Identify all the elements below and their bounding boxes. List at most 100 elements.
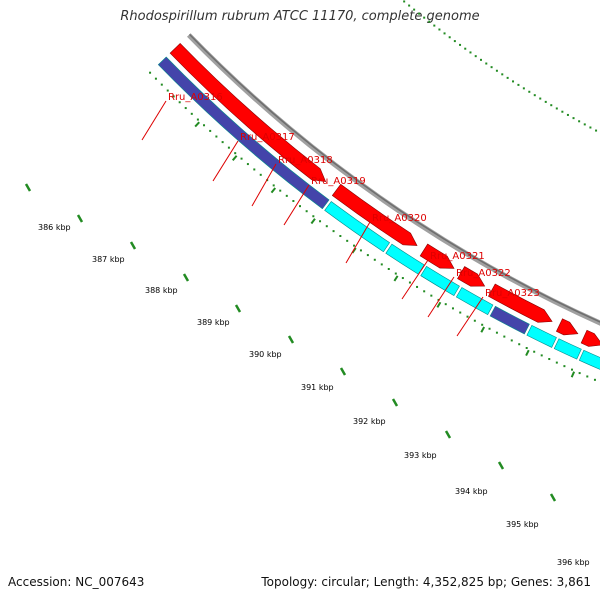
scale-dot [433, 24, 436, 27]
outer-dot [416, 285, 419, 288]
gene-label-leader [456, 296, 484, 337]
outer-dot [380, 263, 383, 266]
scale-dot [438, 28, 441, 31]
outer-dot [319, 220, 322, 223]
outer-dot [160, 83, 163, 86]
outer-dot [548, 358, 551, 361]
outer-tick [480, 326, 486, 333]
forward-strand-cds-arrow [457, 266, 486, 287]
gene-label: Rru_A0320 [372, 213, 427, 224]
outer-tick [231, 155, 238, 161]
outer-dot [503, 335, 506, 338]
scale-dot [561, 110, 564, 113]
outer-dot [339, 235, 342, 238]
outer-dot [423, 290, 426, 293]
outer-dot [184, 107, 187, 110]
scale-dot [595, 129, 598, 132]
reverse-strand-feature [489, 305, 530, 335]
outer-dot [353, 244, 356, 247]
scale-dot [533, 94, 536, 97]
scale-dot [403, 0, 406, 3]
outer-dot [227, 146, 230, 149]
scale-tick-label: 391 kbp [301, 383, 334, 392]
outer-dot [259, 173, 262, 176]
outer-tick [570, 371, 576, 378]
gene-label: Rru_A0321 [430, 251, 485, 262]
scale-dot [464, 47, 467, 50]
scale-dot [589, 126, 592, 129]
scale-tick-label: 390 kbp [249, 350, 282, 359]
outer-dot [481, 323, 484, 326]
outer-dot [332, 230, 335, 233]
outer-dot [571, 368, 574, 371]
outer-dot [466, 315, 469, 318]
scale-dot [555, 107, 558, 110]
scale-major-tick [234, 304, 242, 313]
outer-dot [240, 157, 243, 160]
scale-dot [453, 40, 456, 43]
scale-major-tick [287, 335, 295, 344]
outer-tick [436, 301, 442, 308]
outer-dot [444, 303, 447, 306]
map-title: Rhodospirillum rubrum ATCC 11170, comple… [120, 9, 480, 24]
gene-label-leader [345, 221, 371, 264]
outer-dot [215, 135, 218, 138]
scale-dot [528, 90, 531, 93]
outer-dot [394, 272, 397, 275]
scale-dot [501, 73, 504, 76]
outer-dot [279, 189, 282, 192]
gene-label-leader [401, 259, 429, 300]
scale-tick-label: 387 kbp [92, 255, 125, 264]
scale-dot [485, 62, 488, 65]
outer-dot [149, 71, 152, 74]
outer-dot [578, 372, 581, 375]
scale-dot [423, 16, 426, 19]
outer-dot [473, 319, 476, 322]
outer-dot [488, 327, 491, 330]
outer-dot [221, 141, 224, 144]
scale-major-tick [182, 273, 190, 282]
forward-strand-cds-arrow [331, 183, 418, 246]
forward-strand-cds-arrow [555, 318, 579, 336]
outer-dot [401, 277, 404, 280]
reverse-strand-feature [553, 338, 582, 360]
gene-label: Rru_A0317 [240, 132, 295, 143]
gene-label: Rru_A0316 [168, 92, 223, 103]
scale-tick-label: 386 kbp [38, 223, 71, 232]
gene-label: Rru_A0319 [311, 176, 366, 187]
genome-summary-text: Topology: circular; Length: 4,352,825 bp… [261, 575, 591, 589]
scale-major-tick [391, 398, 399, 407]
outer-tick [310, 218, 316, 225]
scale-major-tick [76, 214, 84, 223]
scale-dot [408, 4, 411, 7]
scale-dot [413, 8, 416, 11]
scale-tick-label: 392 kbp [353, 417, 386, 426]
scale-dot [506, 76, 509, 79]
gene-label-leader [251, 163, 277, 207]
scale-dot [512, 80, 515, 83]
forward-strand-cds-arrow [487, 283, 553, 323]
outer-dot [246, 163, 249, 166]
gene-label: Rru_A0318 [278, 155, 333, 166]
scale-dot [583, 123, 586, 126]
reverse-strand-feature [385, 243, 425, 275]
scale-dot [448, 36, 451, 39]
scale-dot [418, 12, 421, 15]
scale-dot [550, 104, 553, 107]
scale-dot [490, 66, 493, 69]
outer-dot [408, 281, 411, 284]
scale-tick-label: 394 kbp [455, 487, 488, 496]
scale-tick-label: 389 kbp [197, 318, 230, 327]
scale-major-tick [339, 367, 347, 376]
accession-text: Accession: NC_007643 [8, 575, 145, 589]
scale-dot [495, 69, 498, 72]
gene-label-leader [141, 100, 167, 141]
outer-dot [209, 129, 212, 132]
scale-tick-label: 395 kbp [506, 520, 539, 529]
outer-dot [272, 184, 275, 187]
outer-dot [312, 215, 315, 218]
outer-dot [178, 101, 181, 104]
outer-dot [387, 267, 390, 270]
